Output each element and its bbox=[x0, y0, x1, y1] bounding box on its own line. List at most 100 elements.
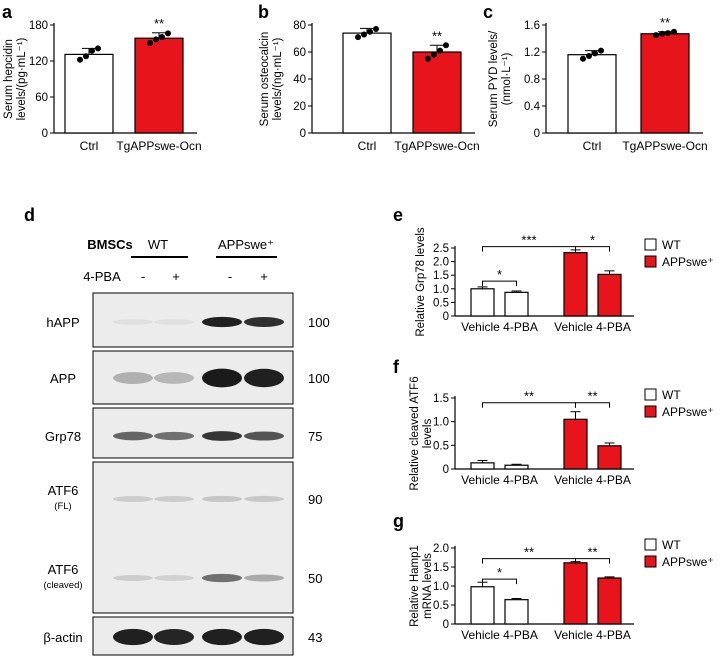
y-axis-label: levels/(ng·mL⁻¹) bbox=[272, 37, 284, 120]
data-point bbox=[425, 55, 431, 62]
x-group-label: Vehicle 4-PBA bbox=[554, 628, 631, 642]
bar-tgappswe-ocn bbox=[134, 37, 184, 134]
x-group-label: Vehicle 4-PBA bbox=[554, 473, 631, 487]
x-tick-label: Ctrl bbox=[583, 139, 602, 153]
data-point bbox=[443, 42, 449, 49]
y-tick-label: 1.5 bbox=[433, 270, 449, 282]
bar bbox=[470, 288, 495, 317]
y-axis-label: Relative cleaved ATF6 bbox=[409, 376, 421, 490]
western-blot: BMSCs WT APPswe⁺ 4-PBA - + - + hAPP 100 APP 100 Grp7… bbox=[43, 237, 330, 656]
data-point bbox=[355, 34, 361, 41]
y-tick-label: 1.0 bbox=[433, 284, 449, 296]
bar bbox=[504, 599, 529, 625]
significance-mark: ** bbox=[587, 389, 597, 404]
significance-bracket bbox=[575, 246, 610, 252]
blot-marker: 100 bbox=[308, 371, 330, 386]
data-point bbox=[598, 47, 604, 54]
blot-marker: 90 bbox=[308, 492, 322, 507]
blot-band bbox=[154, 319, 194, 325]
legend-swatch-appswe bbox=[644, 555, 657, 568]
y-tick-label: 60 bbox=[35, 92, 48, 104]
significance-bracket bbox=[575, 558, 610, 564]
y-axis-label: Relative Grp78 levels bbox=[415, 227, 427, 337]
blot-band bbox=[202, 628, 242, 646]
blot-band bbox=[154, 431, 194, 441]
chart-a-serum-hepcidin: 0 60 120 180 Serum hepcidin levels/(pg·mL⁻¹) C… bbox=[3, 16, 202, 153]
significance-bracket bbox=[482, 578, 517, 585]
significance-mark: ** bbox=[660, 15, 670, 30]
bar bbox=[504, 291, 529, 317]
blot-row-sublabel: (FL) bbox=[54, 501, 71, 512]
significance-mark: * bbox=[497, 565, 502, 580]
bar-tgappswe-ocn bbox=[640, 33, 690, 134]
legend-swatch-wt bbox=[644, 238, 657, 251]
bar-tgappswe-ocn bbox=[412, 51, 462, 134]
data-point bbox=[153, 36, 159, 43]
blot-row-label: Grp78 bbox=[45, 429, 81, 444]
x-group-label: Vehicle 4-PBA bbox=[461, 628, 538, 642]
significance-mark: ** bbox=[524, 545, 534, 560]
data-point bbox=[165, 30, 171, 37]
panel-label-d: d bbox=[24, 205, 35, 225]
legend-swatch-appswe bbox=[644, 255, 657, 268]
blot-band bbox=[154, 372, 194, 384]
panel-label-b: b bbox=[258, 2, 269, 22]
bar bbox=[470, 586, 495, 625]
bar-ctrl bbox=[342, 32, 392, 134]
y-tick-label: 2.0 bbox=[433, 543, 449, 555]
x-group-label: Vehicle 4-PBA bbox=[461, 473, 538, 487]
blot-row-label: ATF6 bbox=[48, 483, 79, 498]
blot-band bbox=[202, 316, 242, 328]
data-point bbox=[95, 45, 101, 52]
x-tick-label: Ctrl bbox=[358, 139, 377, 153]
blot-band bbox=[202, 368, 242, 388]
legend-label-wt: WT bbox=[662, 538, 681, 552]
chart-f-cleaved-atf6: 0 0.5 1.0 1.5 Relative cleaved ATF6 levels Veh… bbox=[409, 376, 714, 490]
y-tick-label: 1.0 bbox=[433, 581, 449, 593]
panel-label-c: c bbox=[483, 2, 493, 22]
y-tick-label: 20 bbox=[293, 101, 306, 113]
blot-band bbox=[244, 574, 284, 582]
y-tick-label: 40 bbox=[293, 74, 306, 86]
y-axis-label: Serum osteocalcin bbox=[259, 32, 271, 127]
y-tick-label: 0.4 bbox=[524, 101, 541, 113]
y-axis-label: mRNA levels bbox=[422, 553, 434, 619]
data-point bbox=[665, 30, 671, 37]
data-point bbox=[147, 40, 153, 46]
blot-title: BMSCs bbox=[87, 237, 133, 252]
y-tick-label: 0 bbox=[443, 311, 449, 323]
panel-label-g: g bbox=[393, 511, 404, 531]
data-point bbox=[159, 34, 165, 40]
bar bbox=[597, 445, 622, 470]
significance-mark: ** bbox=[432, 28, 442, 43]
blot-band bbox=[154, 495, 194, 503]
blot-band bbox=[113, 431, 153, 441]
legend-swatch-wt bbox=[644, 538, 657, 551]
blot-band bbox=[244, 495, 284, 503]
y-tick-label: 180 bbox=[29, 20, 48, 32]
significance-bracket bbox=[482, 280, 517, 287]
y-tick-label: 60 bbox=[293, 47, 306, 59]
significance-mark: *** bbox=[521, 233, 536, 248]
blot-band bbox=[154, 629, 194, 645]
y-tick-label: 1.5 bbox=[433, 562, 449, 574]
blot-band bbox=[113, 574, 153, 582]
x-group-label: Vehicle 4-PBA bbox=[461, 320, 538, 334]
data-point bbox=[77, 56, 83, 63]
x-tick-label: TgAPPswe-Ocn bbox=[394, 139, 479, 153]
y-tick-label: 0 bbox=[534, 128, 540, 140]
x-tick-label: TgAPPswe-Ocn bbox=[622, 139, 707, 153]
y-tick-label: 1.0 bbox=[433, 417, 449, 429]
blot-marker: 100 bbox=[308, 315, 330, 330]
blot-marker: 43 bbox=[308, 630, 322, 645]
y-axis-label: Serum PYD levels/ bbox=[488, 30, 500, 127]
x-tick-label: TgAPPswe-Ocn bbox=[116, 139, 201, 153]
data-point bbox=[586, 53, 592, 60]
y-tick-label: 80 bbox=[293, 20, 306, 32]
data-point bbox=[653, 32, 659, 39]
blot-band bbox=[244, 628, 284, 646]
y-tick-label: 0 bbox=[300, 128, 306, 140]
significance-mark: ** bbox=[154, 16, 164, 31]
legend-label-appswe: APPswe⁺ bbox=[662, 405, 714, 419]
